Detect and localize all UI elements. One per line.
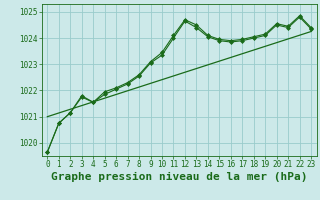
X-axis label: Graphe pression niveau de la mer (hPa): Graphe pression niveau de la mer (hPa)	[51, 172, 308, 182]
